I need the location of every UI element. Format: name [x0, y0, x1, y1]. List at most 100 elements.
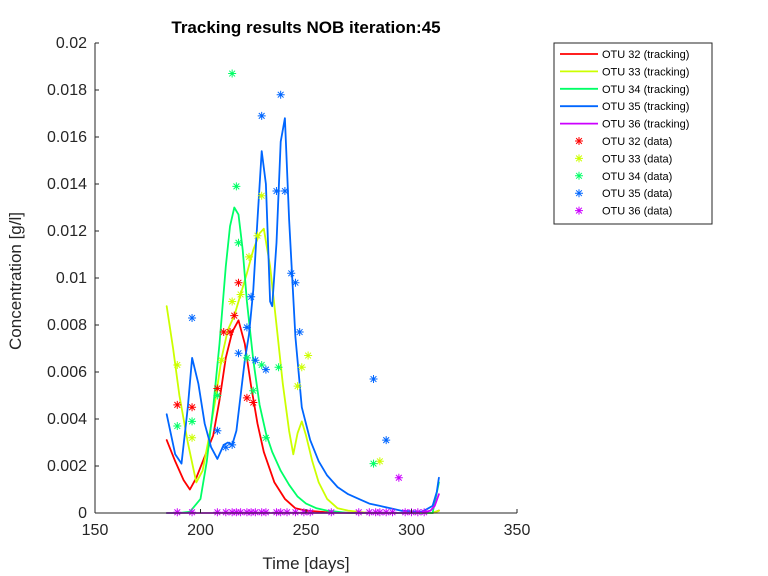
- legend-swatch-otu-35-data: [575, 189, 583, 198]
- legend-entry-otu-33-data: OTU 33 (data): [602, 153, 672, 165]
- data-point-otu-35-data-0: [188, 313, 197, 322]
- data-point-otu-36-data-19: [354, 508, 363, 517]
- legend-entry-otu-35-tracking: OTU 35 (tracking): [602, 101, 689, 113]
- data-point-otu-34-data-4: [232, 182, 241, 191]
- data-point-otu-32-data-5: [230, 311, 239, 320]
- data-point-otu-33-data-11: [375, 457, 384, 466]
- data-point-otu-36-data-5: [232, 508, 241, 517]
- legend-entry-otu-32-data: OTU 32 (data): [602, 136, 672, 148]
- data-point-otu-34-data-9: [261, 433, 270, 442]
- data-point-otu-35-data-4: [234, 349, 243, 358]
- legend-entry-otu-35-data: OTU 35 (data): [602, 188, 672, 200]
- data-point-otu-33-data-4: [236, 290, 245, 299]
- data-point-otu-36-data-20: [365, 508, 374, 517]
- data-point-otu-35-data-17: [382, 436, 391, 445]
- legend-swatch-otu-33-data: [575, 154, 583, 163]
- data-point-otu-35-data-13: [287, 269, 296, 278]
- data-point-otu-34-data-7: [249, 386, 258, 395]
- x-tick-label: 300: [398, 522, 425, 539]
- data-point-otu-36-data-21: [371, 508, 380, 517]
- data-point-otu-33-data-10: [304, 351, 313, 360]
- series-line-otu-32-tracking: [165, 319, 440, 514]
- data-point-otu-35-data-2: [221, 443, 230, 452]
- data-point-otu-32-data-4: [226, 328, 235, 337]
- data-point-otu-32-data-6: [234, 278, 243, 287]
- legend-swatch-otu-34-data: [575, 171, 583, 180]
- series-line-otu-34-tracking: [165, 206, 440, 514]
- x-axis-label: Time [days]: [262, 554, 349, 573]
- data-point-otu-35-data-9: [261, 365, 270, 374]
- chart-title: Tracking results NOB iteration:45: [171, 18, 440, 37]
- data-point-otu-36-data-9: [251, 508, 260, 517]
- series-line-otu-35-tracking: [165, 117, 440, 513]
- data-point-otu-35-data-14: [291, 278, 300, 287]
- data-point-otu-33-data-0: [173, 360, 182, 369]
- data-point-otu-33-data-8: [293, 382, 302, 391]
- data-point-otu-36-data-6: [236, 508, 245, 517]
- data-point-otu-33-data-1: [188, 433, 197, 442]
- data-point-otu-36-data-2: [213, 508, 222, 517]
- y-tick-label: 0.006: [47, 364, 87, 381]
- x-tick-label: 150: [82, 522, 109, 539]
- plot-area: [165, 69, 440, 517]
- data-point-otu-34-data-8: [257, 360, 266, 369]
- data-point-otu-35-data-8: [257, 111, 266, 120]
- legend-swatch-otu-36-data: [575, 206, 583, 215]
- data-point-otu-36-data-16: [299, 508, 308, 517]
- data-point-otu-33-data-7: [257, 191, 266, 200]
- legend-entry-otu-32-tracking: OTU 32 (tracking): [602, 49, 689, 61]
- legend-entry-otu-36-tracking: OTU 36 (tracking): [602, 119, 689, 131]
- y-tick-label: 0.016: [47, 129, 87, 146]
- data-point-otu-33-data-5: [245, 252, 254, 261]
- data-point-otu-32-data-2: [213, 384, 222, 393]
- data-point-otu-36-data-10: [257, 508, 266, 517]
- y-tick-label: 0.012: [47, 223, 87, 240]
- data-point-otu-35-data-1: [213, 426, 222, 435]
- legend-entry-otu-34-tracking: OTU 34 (tracking): [602, 84, 689, 96]
- data-point-otu-35-data-5: [242, 323, 251, 332]
- data-point-otu-35-data-11: [276, 90, 285, 99]
- legend-swatch-otu-32-data: [575, 137, 583, 145]
- data-point-otu-36-data-26: [401, 508, 410, 517]
- data-point-otu-36-data-12: [272, 508, 281, 517]
- y-axis-label: Concentration [g/l]: [6, 212, 25, 350]
- data-point-otu-33-data-2: [217, 356, 226, 365]
- data-point-otu-36-data-3: [221, 508, 230, 517]
- data-point-otu-34-data-6: [242, 353, 251, 362]
- data-point-otu-32-data-3: [219, 328, 228, 337]
- data-point-otu-35-data-16: [369, 375, 378, 384]
- data-point-otu-36-data-22: [375, 508, 384, 517]
- data-point-otu-36-data-7: [242, 508, 251, 517]
- y-tick-label: 0.02: [56, 35, 87, 52]
- x-tick-label: 200: [187, 522, 214, 539]
- legend-entry-otu-36-data: OTU 36 (data): [602, 206, 672, 218]
- data-point-otu-35-data-3: [228, 440, 237, 449]
- data-point-otu-36-data-25: [394, 473, 403, 482]
- data-point-otu-34-data-3: [228, 69, 237, 78]
- legend-entry-otu-33-tracking: OTU 33 (tracking): [602, 66, 689, 78]
- x-tick-label: 250: [293, 522, 320, 539]
- y-tick-label: 0.018: [47, 82, 87, 99]
- data-point-otu-34-data-2: [213, 391, 222, 400]
- y-tick-label: 0.01: [56, 270, 87, 287]
- data-point-otu-36-data-29: [420, 508, 429, 517]
- legend: OTU 32 (tracking) OTU 33 (tracking) OTU 34…: [553, 42, 713, 225]
- data-point-otu-33-data-6: [253, 231, 262, 240]
- y-tick-label: 0.004: [47, 411, 87, 428]
- legend-entry-otu-34-data: OTU 34 (data): [602, 171, 672, 183]
- y-tick-label: 0.008: [47, 317, 87, 334]
- y-tick-label: 0.014: [47, 176, 87, 193]
- data-point-otu-32-data-7: [242, 393, 251, 402]
- data-point-otu-36-data-8: [247, 508, 256, 517]
- data-point-otu-36-data-23: [382, 508, 391, 517]
- data-point-otu-32-data-8: [249, 398, 258, 407]
- data-point-otu-33-data-9: [297, 363, 306, 372]
- data-point-otu-36-data-0: [173, 508, 182, 517]
- y-tick-label: 0: [78, 505, 87, 522]
- data-point-otu-35-data-7: [251, 356, 260, 365]
- data-point-otu-35-data-12: [280, 187, 289, 196]
- data-point-otu-32-data-1: [188, 403, 197, 412]
- data-point-otu-36-data-13: [276, 508, 285, 517]
- data-point-otu-36-data-24: [388, 508, 397, 517]
